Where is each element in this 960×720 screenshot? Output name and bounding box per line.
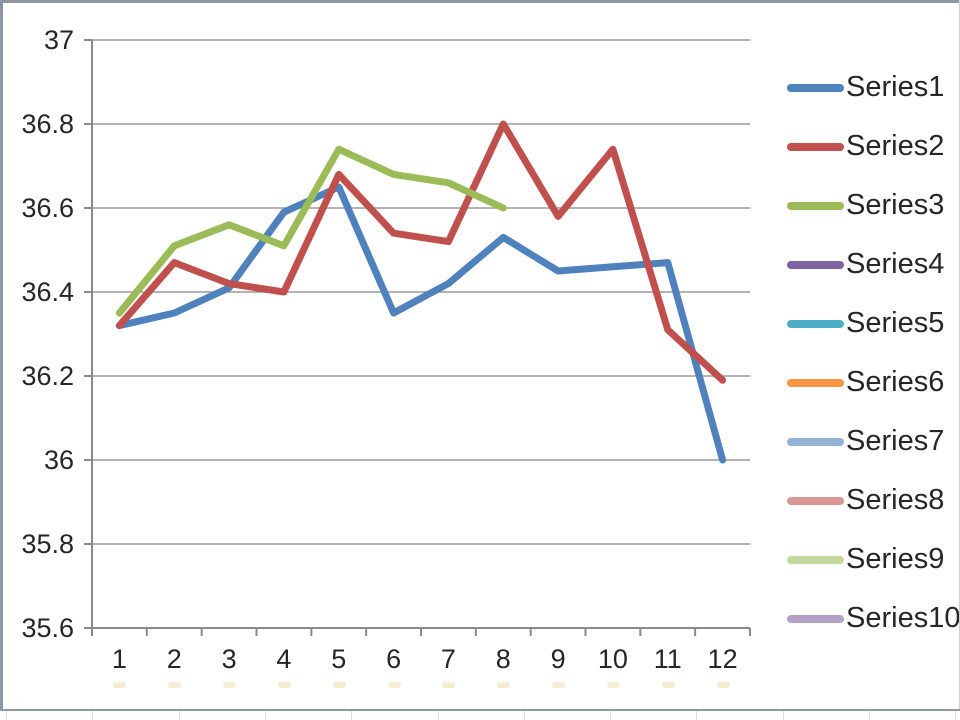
cell-border	[610, 711, 612, 720]
y-axis-label: 36	[43, 445, 74, 475]
legend-label: Series5	[846, 307, 945, 339]
legend-item-series4[interactable]: Series4	[787, 235, 960, 294]
legend-swatch-icon	[787, 319, 844, 328]
faint-cell-content	[332, 682, 346, 688]
legend-item-series9[interactable]: Series9	[787, 530, 960, 589]
faint-cell-content	[223, 682, 237, 688]
series-line-series3[interactable]	[115, 145, 507, 317]
x-axis-label: 10	[597, 644, 628, 674]
legend-item-series5[interactable]: Series5	[787, 294, 960, 353]
x-axis-label: 5	[331, 644, 347, 674]
y-axis-label: 35.8	[21, 529, 74, 559]
worksheet-row	[0, 711, 960, 720]
legend-swatch-icon	[787, 378, 844, 387]
y-axis-label: 36.2	[21, 361, 74, 391]
legend-label: Series9	[846, 543, 945, 575]
legend-swatch-icon	[787, 555, 844, 564]
x-axis-label: 8	[495, 644, 511, 674]
cell-border	[178, 711, 180, 720]
cell-border	[264, 711, 266, 720]
legend-item-series6[interactable]: Series6	[787, 353, 960, 412]
cell-border	[869, 711, 870, 720]
y-axis-label: 36.8	[21, 109, 74, 139]
legend-swatch-icon	[787, 260, 844, 269]
legend-swatch-icon	[787, 83, 844, 92]
faint-cell-content	[497, 682, 511, 688]
series-line-series1[interactable]	[115, 183, 727, 464]
legend-swatch-icon	[787, 142, 844, 151]
x-axis-label: 11	[653, 644, 682, 674]
faint-cell-content	[277, 682, 291, 688]
cell-border	[955, 711, 957, 720]
x-axis-label: 2	[166, 644, 182, 674]
legend-item-series10[interactable]: Series10	[787, 589, 960, 648]
x-axis-label: 1	[111, 644, 127, 674]
legend-swatch-icon	[787, 437, 844, 446]
legend-label: Series6	[846, 366, 945, 398]
x-axis-label: 12	[707, 644, 738, 674]
sheet-left-border	[0, 0, 3, 710]
legend-item-series8[interactable]: Series8	[787, 471, 960, 530]
cell-border	[782, 711, 784, 720]
legend-item-series3[interactable]: Series3	[787, 176, 960, 235]
chart-legend: Series1 Series2 Series3 Series4 Series5 Serie…	[787, 58, 960, 648]
faint-cell-content	[661, 682, 675, 688]
x-axis-label: 6	[386, 644, 402, 674]
legend-label: Series10	[846, 602, 960, 634]
legend-label: Series4	[846, 248, 945, 280]
cell-border	[696, 711, 698, 720]
legend-label: Series7	[846, 425, 945, 457]
faint-cell-content	[606, 682, 620, 688]
sheet-top-border	[0, 0, 960, 3]
faint-cell-content	[552, 682, 566, 688]
cell-border	[437, 711, 439, 720]
chart-bottom-frame	[0, 709, 960, 711]
y-axis-label: 35.6	[21, 613, 74, 643]
legend-label: Series3	[846, 189, 945, 221]
y-axis-label: 36.4	[21, 277, 74, 307]
legend-item-series2[interactable]: Series2	[787, 117, 960, 176]
legend-swatch-icon	[787, 496, 844, 505]
cell-border	[523, 711, 525, 720]
x-axis-label: 9	[550, 644, 566, 674]
y-axis-label: 36.6	[21, 193, 74, 223]
cell-border	[6, 711, 7, 720]
x-axis-label: 7	[440, 644, 456, 674]
x-axis-label: 4	[276, 644, 292, 674]
legend-label: Series1	[846, 71, 945, 103]
legend-swatch-icon	[787, 201, 844, 210]
faint-cell-content	[716, 682, 730, 688]
legend-swatch-icon	[787, 614, 844, 623]
faint-cell-content	[113, 682, 127, 688]
y-axis-label: 37	[43, 25, 74, 55]
legend-label: Series8	[846, 484, 945, 516]
faint-cell-content	[168, 682, 182, 688]
cell-border	[351, 711, 353, 720]
legend-item-series7[interactable]: Series7	[787, 412, 960, 471]
legend-label: Series2	[846, 130, 945, 162]
cell-border	[92, 711, 94, 720]
faint-cell-content	[442, 682, 456, 688]
legend-item-series1[interactable]: Series1	[787, 58, 960, 117]
series-line-series2[interactable]	[115, 120, 727, 384]
faint-cell-content	[387, 682, 401, 688]
x-axis-label: 3	[221, 644, 237, 674]
